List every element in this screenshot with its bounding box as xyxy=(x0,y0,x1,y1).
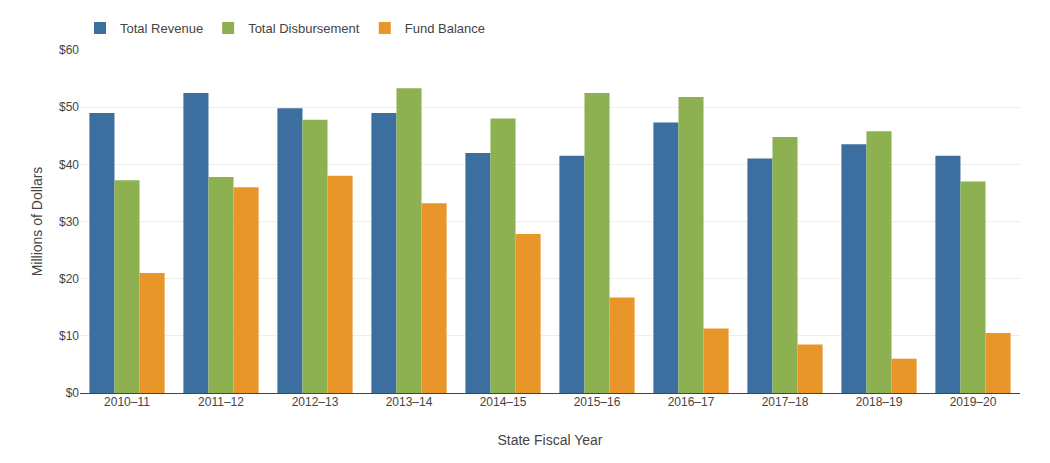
svg-text:$10: $10 xyxy=(59,329,79,343)
svg-text:Total Revenue: Total Revenue xyxy=(120,21,203,36)
svg-text:2018–19: 2018–19 xyxy=(856,395,903,409)
svg-text:2016–17: 2016–17 xyxy=(668,395,715,409)
svg-text:$40: $40 xyxy=(59,158,79,172)
svg-text:$0: $0 xyxy=(66,386,80,400)
svg-text:$60: $60 xyxy=(59,43,79,57)
svg-text:2017–18: 2017–18 xyxy=(762,395,809,409)
svg-text:2015–16: 2015–16 xyxy=(574,395,621,409)
svg-text:2012–13: 2012–13 xyxy=(292,395,339,409)
svg-text:2019–20: 2019–20 xyxy=(950,395,997,409)
svg-text:$30: $30 xyxy=(59,215,79,229)
svg-text:2014–15: 2014–15 xyxy=(480,395,527,409)
svg-text:State Fiscal Year: State Fiscal Year xyxy=(497,432,602,448)
svg-text:Fund Balance: Fund Balance xyxy=(405,21,485,36)
svg-text:2010–11: 2010–11 xyxy=(104,395,150,409)
svg-text:Millions of Dollars: Millions of Dollars xyxy=(29,167,45,277)
svg-text:$50: $50 xyxy=(59,100,79,114)
svg-text:2013–14: 2013–14 xyxy=(386,395,433,409)
svg-text:Total Disbursement: Total Disbursement xyxy=(248,21,360,36)
svg-text:2011–12: 2011–12 xyxy=(198,395,244,409)
svg-text:$20: $20 xyxy=(59,272,79,286)
